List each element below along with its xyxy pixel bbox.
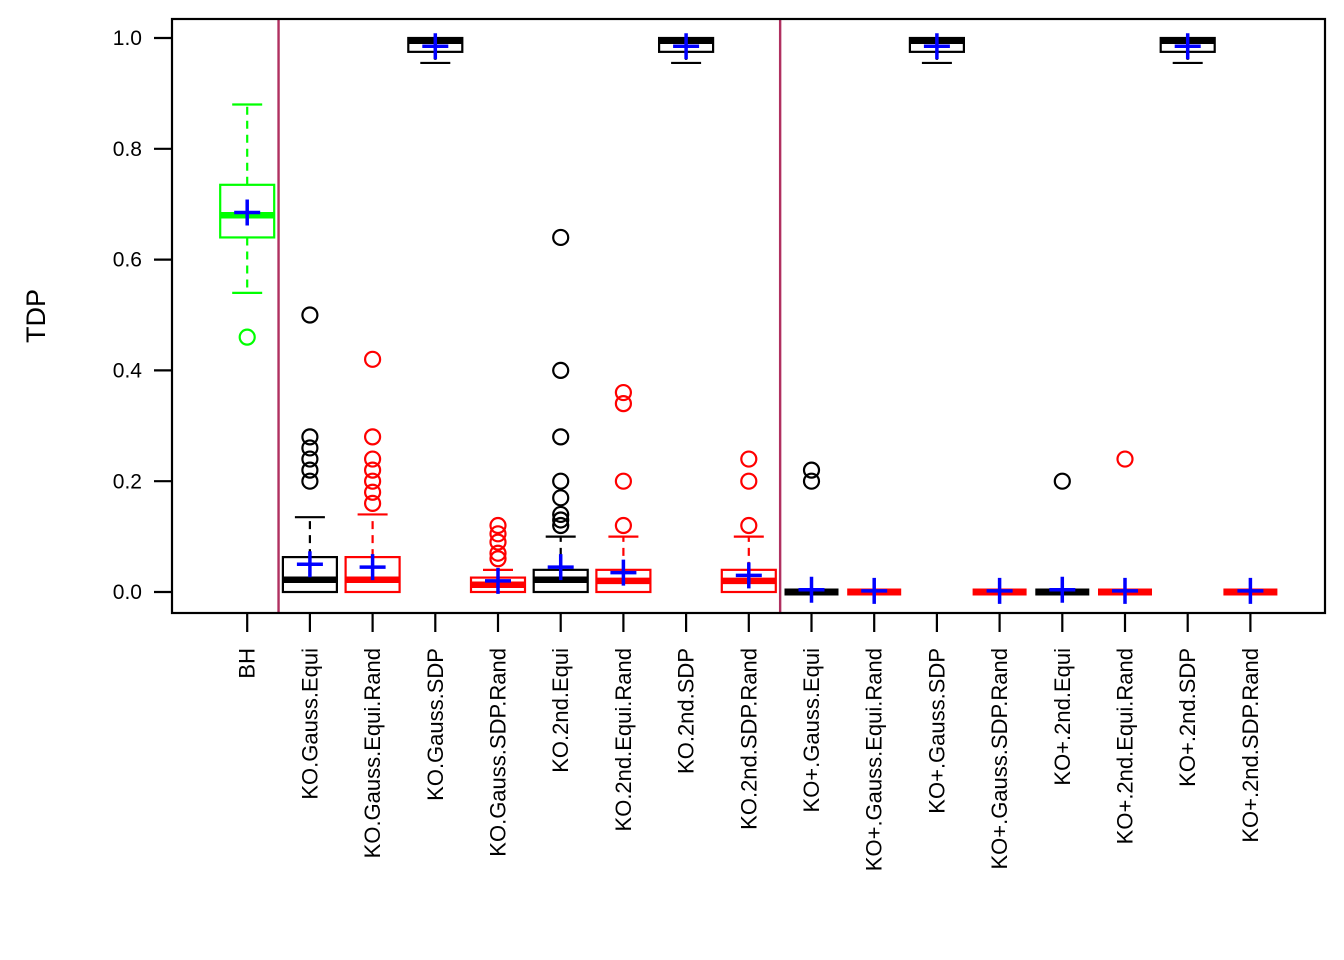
y-axis-tick-label: 1.0	[113, 27, 142, 50]
category-tick-label: KO.Gauss.Equi.Rand	[360, 648, 385, 858]
outlier-point	[614, 383, 633, 402]
mean-marker	[234, 199, 261, 226]
outlier-point	[364, 494, 382, 512]
y-axis-tick-label: 0.4	[113, 360, 143, 383]
category-tick-label: KO+.Gauss.SDP.Rand	[987, 648, 1012, 870]
outlier-point	[802, 472, 821, 490]
boxplot-box	[219, 183, 276, 239]
outlier-point	[364, 350, 382, 368]
outlier-point	[552, 228, 570, 247]
outlier-point	[614, 516, 633, 535]
outlier-point	[364, 461, 382, 479]
category-tick-label: KO+.Gauss.SDP	[924, 648, 949, 814]
mean-marker	[1112, 577, 1138, 604]
category-tick-label: KO.2nd.SDP.Rand	[736, 648, 761, 830]
outlier-point	[614, 472, 633, 490]
category-tick-label: KO.2nd.SDP	[674, 648, 699, 774]
outlier-point	[1053, 472, 1071, 490]
outlier-point	[301, 428, 319, 446]
outlier-point	[301, 472, 319, 490]
mean-marker	[986, 577, 1013, 604]
outlier-point	[489, 533, 507, 551]
outlier-point	[740, 450, 758, 468]
outlier-point	[552, 505, 570, 524]
mean-marker	[485, 567, 511, 594]
outlier-point	[301, 461, 319, 479]
category-tick-label: KO+.2nd.SDP.Rand	[1238, 648, 1263, 843]
outlier-point	[489, 525, 507, 543]
category-tick-label: BH	[235, 648, 260, 679]
category-tick-label: KO+.2nd.Equi.Rand	[1112, 648, 1137, 844]
mean-marker	[798, 576, 825, 603]
mean-marker	[1049, 576, 1076, 603]
y-axis-title: TDP	[21, 289, 51, 343]
category-tick-label: KO.Gauss.SDP.Rand	[485, 648, 510, 857]
y-axis-tick-label: 0.6	[113, 249, 142, 272]
outlier-point	[552, 511, 570, 529]
outlier-point	[364, 428, 382, 446]
mean-marker	[1237, 577, 1264, 604]
mean-marker	[861, 577, 888, 604]
outlier-point	[552, 361, 570, 379]
plot-frame	[170, 17, 1327, 615]
mean-marker	[673, 33, 700, 60]
outlier-point	[301, 306, 319, 324]
mean-marker	[735, 562, 762, 589]
outlier-point	[489, 550, 507, 568]
outlier-point	[489, 544, 507, 562]
outlier-point	[552, 516, 570, 535]
y-axis-tick-label: 0.8	[113, 138, 142, 161]
category-tick-label: KO.Gauss.SDP	[423, 648, 448, 801]
outlier-point	[489, 516, 507, 535]
mean-marker	[359, 554, 386, 581]
category-tick-label: KO+.Gauss.Equi	[799, 648, 824, 812]
outlier-point	[740, 472, 758, 490]
outlier-point	[614, 395, 633, 413]
category-tick-label: KO+.2nd.SDP	[1175, 648, 1200, 787]
mean-marker	[547, 554, 574, 581]
outlier-point	[301, 450, 319, 468]
outlier-point	[364, 450, 382, 468]
mean-marker	[1174, 33, 1201, 60]
category-tick-label: KO+.Gauss.Equi.Rand	[862, 648, 887, 871]
mean-marker	[422, 33, 449, 60]
category-tick-label: KO+.2nd.Equi	[1050, 648, 1075, 786]
category-tick-label: KO.2nd.Equi	[548, 648, 573, 773]
outlier-point	[301, 439, 319, 457]
outlier-point	[552, 489, 570, 507]
mean-marker	[296, 551, 323, 578]
outlier-point	[802, 461, 821, 479]
outlier-point	[364, 472, 382, 490]
category-tick-label: KO.2nd.Equi.Rand	[611, 648, 636, 831]
outlier-point	[552, 428, 570, 446]
outlier-point	[552, 472, 570, 490]
y-axis-tick-label: 0.0	[113, 581, 142, 604]
mean-marker	[923, 33, 950, 60]
mean-marker	[610, 559, 637, 586]
y-axis-tick-label: 0.2	[113, 470, 142, 493]
outlier-point	[740, 516, 758, 535]
outlier-point	[1116, 450, 1134, 468]
category-tick-label: KO.Gauss.Equi	[297, 648, 322, 800]
outlier-point	[238, 328, 256, 346]
outlier-point	[364, 483, 382, 501]
